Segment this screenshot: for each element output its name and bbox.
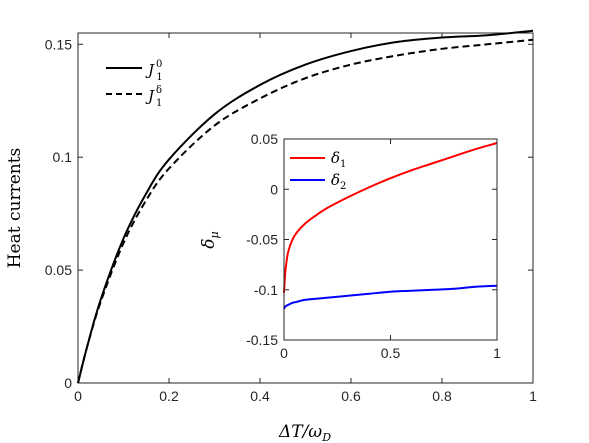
legend-label-delta1: δ1 xyxy=(331,149,346,170)
inset-series-line-2 xyxy=(283,284,498,310)
main-x-tick-label: 0.2 xyxy=(159,388,179,404)
inset-ticks: 0 0.5 1 0.05 0 -0.05 -0.1 -0.15 xyxy=(246,131,501,361)
legend-label-delta2: δ2 xyxy=(331,171,346,192)
legend-j10-sub: 1 xyxy=(156,72,162,83)
legend-j1d-main: J xyxy=(145,87,155,105)
inset-background xyxy=(284,139,497,340)
inset-series-line-1 xyxy=(283,142,498,293)
main-x-tick-label: 0.6 xyxy=(341,388,361,404)
main-plot-frame xyxy=(77,32,534,384)
main-x-tick-label: 0.8 xyxy=(432,388,452,404)
main-ticks: 0 0.2 0.4 0.6 0.8 1 0 0.05 0.1 0.15 xyxy=(45,33,537,404)
inset-y-tick-label: -0.05 xyxy=(246,232,278,248)
legend-j1d-sup: δ xyxy=(156,85,162,96)
main-series-line-2 xyxy=(77,38,534,384)
legend-delta1-sub: 1 xyxy=(340,159,346,170)
main-series xyxy=(77,29,534,384)
inset-x-tick-label: 1 xyxy=(493,345,501,361)
main-x-tick-label: 0 xyxy=(74,388,82,404)
legend-delta2-main: δ xyxy=(331,171,340,189)
main-y-tick-label: 0.15 xyxy=(45,36,72,52)
inset-x-tick-label: 0 xyxy=(280,345,288,361)
main-x-axis-label: ΔT/ωD xyxy=(278,422,331,443)
inset-y-tick-label: -0.15 xyxy=(246,332,278,348)
main-y-tick-label: 0.1 xyxy=(53,149,73,165)
inset-y-tick-label: -0.1 xyxy=(254,282,278,298)
inset-legend: δ1 δ2 xyxy=(290,149,346,192)
inset-plot-frame xyxy=(283,138,498,341)
main-y-axis-label: Heat currents xyxy=(5,148,25,269)
inset-y-tick-label: 0.05 xyxy=(251,131,278,147)
main-y-tick-label: 0 xyxy=(64,375,72,391)
main-x-tick-label: 1 xyxy=(529,388,537,404)
inset-chart: 0 0.5 10.050-0.05-0.1-0.15 δ1 δ2 δμ xyxy=(199,131,501,361)
main-y-tick-label: 0.05 xyxy=(45,262,72,278)
legend-delta2-sub: 2 xyxy=(340,181,346,192)
inset-y-axis-label: δμ xyxy=(199,231,221,248)
inset-x-tick-label: 0.5 xyxy=(381,345,401,361)
main-x-tick-label: 0.4 xyxy=(250,388,270,404)
inset-y-tick-label: 0 xyxy=(270,181,278,197)
legend-delta1-main: δ xyxy=(331,149,340,167)
legend-j1d-sub: 1 xyxy=(156,98,162,109)
legend-j10-sup: 0 xyxy=(156,59,162,70)
inset-series xyxy=(283,142,498,310)
legend-j10-main: J xyxy=(145,61,155,79)
